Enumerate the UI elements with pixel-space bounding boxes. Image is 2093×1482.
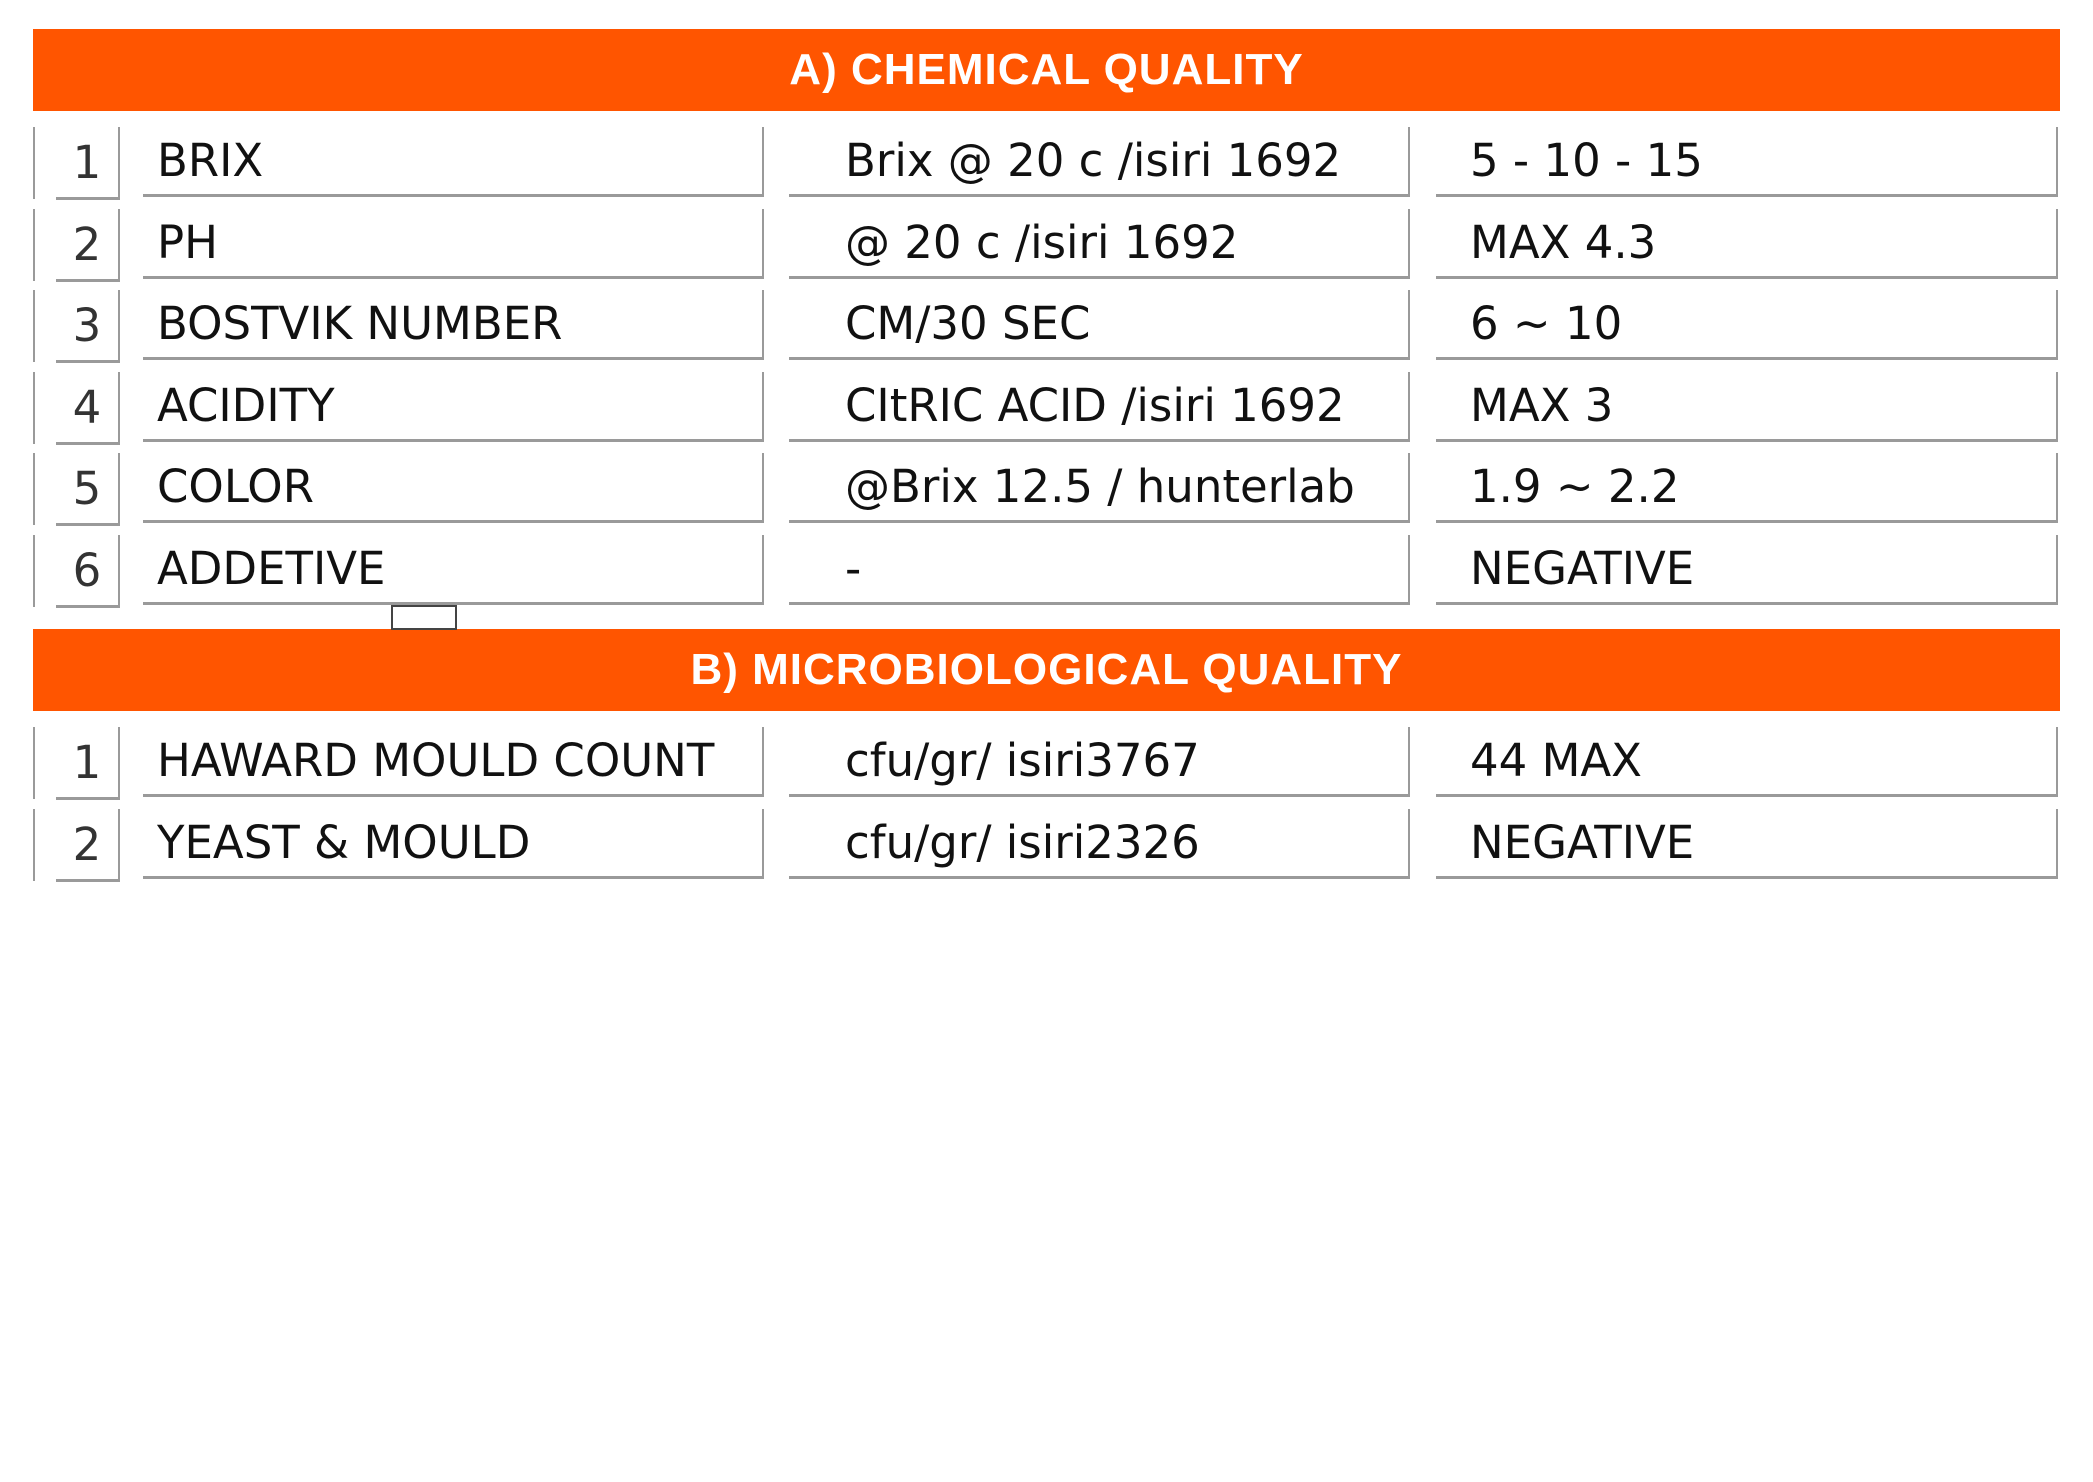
row-left-border: [33, 727, 35, 799]
test-method: cfu/gr/ isiri3767: [789, 727, 1410, 797]
parameter-name: COLOR: [143, 453, 764, 523]
test-method: Brix @ 20 c /isiri 1692: [789, 127, 1410, 197]
test-method: CM/30 SEC: [789, 290, 1410, 360]
spec-value: NEGATIVE: [1436, 809, 2058, 879]
test-method: CItRIC ACID /isiri 1692: [789, 372, 1410, 442]
parameter-name: HAWARD MOULD COUNT: [143, 727, 764, 797]
spec-value: 5 - 10 - 15: [1436, 127, 2058, 197]
spec-value: 6 ~ 10: [1436, 290, 2058, 360]
spec-value: 44 MAX: [1436, 727, 2058, 797]
section-header: B) MICROBIOLOGICAL QUALITY: [33, 629, 2060, 711]
parameter-name: ADDETIVE: [143, 535, 764, 605]
table-row: 4 ACIDITY CItRIC ACID /isiri 1692 MAX 3: [33, 372, 2060, 445]
table-row: 2 YEAST & MOULD cfu/gr/ isiri2326 NEGATIVE: [33, 809, 2060, 882]
parameter-name: BRIX: [143, 127, 764, 197]
row-number: 4: [56, 372, 120, 445]
row-number: 2: [56, 809, 120, 882]
test-method: @ 20 c /isiri 1692: [789, 209, 1410, 279]
table-row: 6 ADDETIVE - NEGATIVE: [33, 535, 2060, 608]
spec-value: NEGATIVE: [1436, 535, 2058, 605]
row-left-border: [33, 453, 35, 525]
row-left-border: [33, 209, 35, 281]
section-header: A) CHEMICAL QUALITY: [33, 29, 2060, 111]
parameter-name: YEAST & MOULD: [143, 809, 764, 879]
spec-value: MAX 3: [1436, 372, 2058, 442]
row-number: 1: [56, 727, 120, 800]
test-method: -: [789, 535, 1410, 605]
row-left-border: [33, 127, 35, 199]
row-number: 6: [56, 535, 120, 608]
row-left-border: [33, 372, 35, 444]
row-left-border: [33, 535, 35, 607]
test-method: cfu/gr/ isiri2326: [789, 809, 1410, 879]
table-row: 5 COLOR @Brix 12.5 / hunterlab 1.9 ~ 2.2: [33, 453, 2060, 526]
spec-value: MAX 4.3: [1436, 209, 2058, 279]
row-number: 3: [56, 290, 120, 363]
row-number: 5: [56, 453, 120, 526]
parameter-name: PH: [143, 209, 764, 279]
row-left-border: [33, 290, 35, 362]
table-row: 1 BRIX Brix @ 20 c /isiri 1692 5 - 10 - 15: [33, 127, 2060, 200]
table-row: 3 BOSTVIK NUMBER CM/30 SEC 6 ~ 10: [33, 290, 2060, 363]
table-row: 1 HAWARD MOULD COUNT cfu/gr/ isiri3767 44 M…: [33, 727, 2060, 800]
test-method: @Brix 12.5 / hunterlab: [789, 453, 1410, 523]
table-row: 2 PH @ 20 c /isiri 1692 MAX 4.3: [33, 209, 2060, 282]
spec-value: 1.9 ~ 2.2: [1436, 453, 2058, 523]
parameter-name: BOSTVIK NUMBER: [143, 290, 764, 360]
row-left-border: [33, 809, 35, 881]
row-number: 1: [56, 127, 120, 200]
parameter-name: ACIDITY: [143, 372, 764, 442]
row-number: 2: [56, 209, 120, 282]
cell-selection-handle[interactable]: [391, 605, 457, 630]
